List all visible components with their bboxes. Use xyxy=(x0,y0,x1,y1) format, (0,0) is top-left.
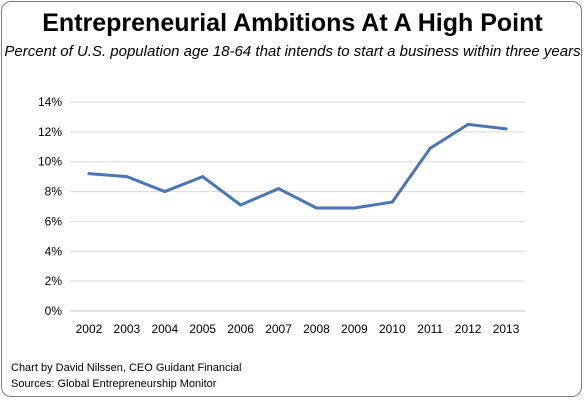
chart-subtitle: Percent of U.S. population age 18-64 tha… xyxy=(4,43,581,60)
x-tick-label: 2005 xyxy=(189,322,216,336)
x-axis-tick-labels: 2002 2003 2004 2005 2006 2007 2008 2009 2010 2011… xyxy=(76,322,520,336)
gridlines xyxy=(70,101,525,312)
x-tick-label: 2012 xyxy=(455,322,482,336)
series-line xyxy=(87,122,508,210)
data-point xyxy=(87,172,91,176)
data-point xyxy=(352,206,356,210)
x-tick-label: 2006 xyxy=(227,322,254,336)
y-tick-label: 10% xyxy=(38,155,62,169)
x-tick-label: 2004 xyxy=(151,322,178,336)
y-tick-label: 6% xyxy=(45,214,63,228)
data-point xyxy=(314,206,318,210)
x-tick-label: 2002 xyxy=(76,322,103,336)
data-point xyxy=(239,203,243,207)
chart-sources: Sources: Global Entrepreneurship Monitor xyxy=(11,378,217,390)
x-tick-label: 2008 xyxy=(303,322,330,336)
x-tick-label: 2010 xyxy=(379,322,406,336)
data-point xyxy=(277,187,281,191)
data-point xyxy=(125,175,129,179)
data-point xyxy=(466,122,470,126)
chart-credit: Chart by David Nilssen, CEO Guidant Fina… xyxy=(11,362,242,374)
data-point xyxy=(390,200,394,204)
data-point xyxy=(163,190,167,194)
data-point xyxy=(201,175,205,179)
x-tick-label: 2011 xyxy=(417,322,443,336)
data-points xyxy=(87,122,508,210)
y-tick-label: 4% xyxy=(45,244,63,258)
x-tick-label: 2003 xyxy=(114,322,141,336)
y-tick-label: 2% xyxy=(45,274,63,288)
series-layer xyxy=(87,122,508,210)
y-tick-label: 12% xyxy=(38,125,62,139)
y-tick-label: 14% xyxy=(38,95,62,109)
x-tick-label: 2007 xyxy=(265,322,292,336)
y-axis-tick-labels: 0% 2% 4% 6% 8% 10% 12% 14% xyxy=(38,95,62,318)
data-point xyxy=(504,127,508,131)
data-point xyxy=(428,146,432,150)
chart-title: Entrepreneurial Ambitions At A High Poin… xyxy=(42,9,543,37)
y-tick-label: 0% xyxy=(45,304,63,318)
y-tick-label: 8% xyxy=(45,185,63,199)
x-tick-label: 2009 xyxy=(341,322,368,336)
x-tick-label: 2013 xyxy=(493,322,520,336)
